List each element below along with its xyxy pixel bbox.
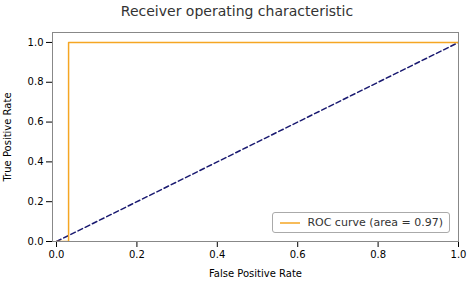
svg-text:0.2: 0.2 xyxy=(28,196,44,207)
svg-text:0.6: 0.6 xyxy=(28,116,44,127)
svg-text:0.2: 0.2 xyxy=(129,249,145,260)
svg-text:0.0: 0.0 xyxy=(28,236,44,247)
html-text:Receiver operating characteris: Receiver operating characteristic xyxy=(120,3,354,19)
html-text:ROC curve (area = 0.97): ROC curve (area = 0.97) xyxy=(307,216,443,229)
svg-text:True Positive Rate: True Positive Rate xyxy=(2,92,13,182)
svg-text:False Positive Rate: False Positive Rate xyxy=(209,268,302,279)
svg-text:0.4: 0.4 xyxy=(28,156,44,167)
svg-text:0.0: 0.0 xyxy=(49,249,65,260)
svg-text:0.4: 0.4 xyxy=(209,249,225,260)
svg-text:1.0: 1.0 xyxy=(451,249,467,260)
svg-text:1.0: 1.0 xyxy=(28,37,44,48)
svg-text:0.8: 0.8 xyxy=(28,76,44,87)
svg-text:0.6: 0.6 xyxy=(290,249,306,260)
svg-text:0.8: 0.8 xyxy=(370,249,386,260)
